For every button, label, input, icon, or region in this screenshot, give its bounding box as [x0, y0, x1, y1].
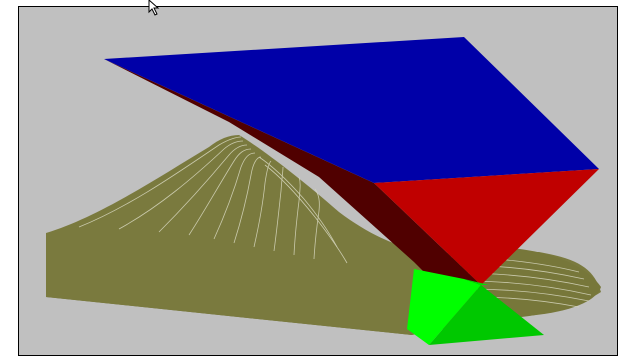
- green-right-face: [429, 285, 544, 345]
- terrain-contour-lines: [78, 136, 592, 308]
- wedge-top-face: [104, 37, 599, 183]
- green-top-face: [464, 279, 489, 285]
- 3d-viewport[interactable]: [18, 6, 618, 356]
- terrain-right-lobe: [469, 247, 601, 317]
- wedge-front-face: [374, 169, 599, 285]
- green-left-face: [407, 269, 481, 345]
- mouse-pointer-icon: [148, 0, 160, 16]
- 3d-scene[interactable]: [19, 7, 618, 356]
